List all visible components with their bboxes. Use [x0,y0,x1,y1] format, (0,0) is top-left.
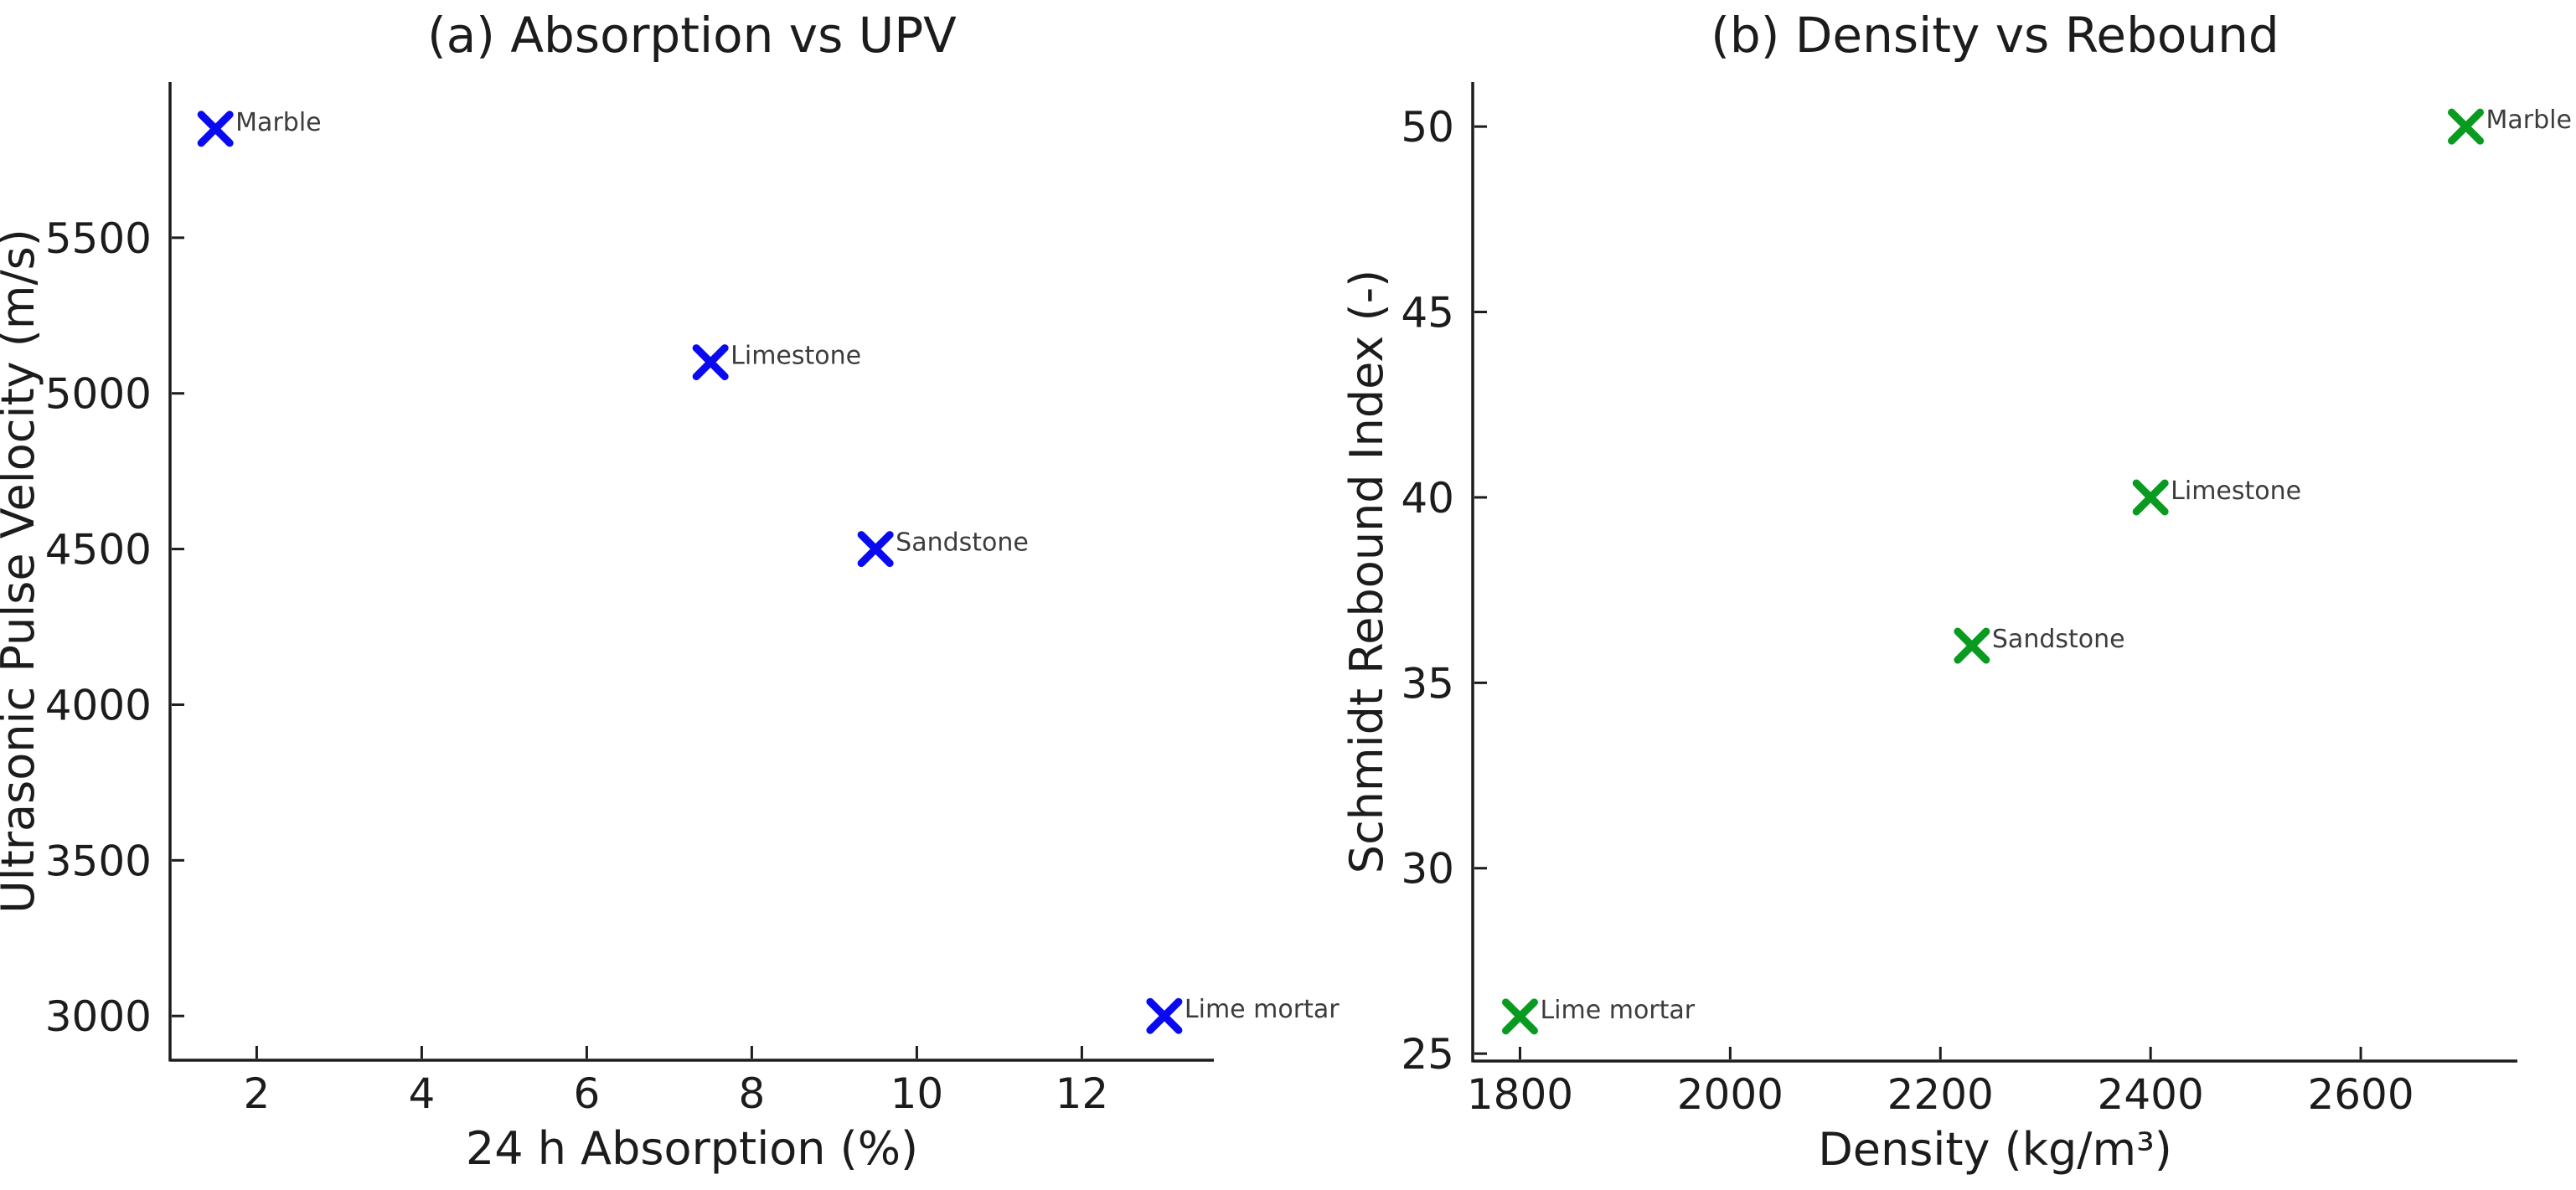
y-tick-label: 45 [1401,289,1454,337]
x-tick-label: 2 [244,1069,271,1118]
x-tick-label: 1800 [1467,1070,1573,1119]
x-axis-label: 24 h Absorption (%) [466,1122,918,1175]
x-tick-label: 4 [409,1069,436,1118]
data-point-marker-lime-mortar [1146,997,1183,1034]
data-point-label-marble: Marble [235,108,321,137]
subplot-a: 2 4 6 8 10 12 3000 3500 4000 4500 5000 5500 (a) Abso… [0,7,1340,1175]
data-point-label-lime-mortar: Lime mortar [1185,995,1340,1024]
x-tick-label: 2200 [1887,1070,1994,1119]
chart-title: (b) Density vs Rebound [1711,7,2279,64]
x-tick-label: 6 [574,1069,601,1118]
y-tick-label: 5500 [45,214,152,263]
data-point-label-lime-mortar: Lime mortar [1540,996,1695,1025]
x-tick-label: 2000 [1677,1070,1784,1119]
data-point-label-limestone: Limestone [730,342,861,371]
x-tick-label: 10 [891,1069,944,1118]
y-tick-label: 40 [1401,474,1454,523]
x-axis-label: Density (kg/m³) [1818,1123,2172,1176]
x-tick-label: 12 [1056,1069,1109,1118]
x-tick-label: 2600 [2307,1070,2413,1119]
y-tick-label: 50 [1401,103,1454,152]
data-point-label-sandstone: Sandstone [896,528,1029,558]
y-tick-label: 30 [1401,845,1454,894]
x-tick-label: 8 [739,1069,766,1118]
data-point-label-limestone: Limestone [2171,477,2301,506]
y-tick-label: 3000 [45,992,152,1041]
y-tick-label: 4000 [45,681,152,729]
chart-title: (a) Absorption vs UPV [427,7,957,64]
y-tick-label: 4500 [45,526,152,574]
y-tick-label: 5000 [45,370,152,419]
data-point-marker-marble [197,111,234,147]
data-point-marker-lime-mortar [1501,998,1538,1035]
y-axis-label: Ultrasonic Pulse Velocity (m/s) [0,229,44,914]
data-point-label-marble: Marble [2486,106,2572,135]
data-point-marker-limestone [2132,479,2169,516]
data-point-marker-limestone [692,344,729,381]
y-tick-label: 35 [1401,659,1454,708]
data-point-marker-marble [2448,108,2485,145]
y-tick-label: 3500 [45,837,152,885]
y-tick-label: 25 [1401,1030,1454,1079]
data-point-label-sandstone: Sandstone [1992,625,2125,654]
data-point-marker-sandstone [857,531,894,568]
subplot-b: 1800 2000 2200 2400 2600 25 30 35 40 45 50 (b) Dens… [1340,7,2572,1176]
data-point-marker-sandstone [1954,627,1990,664]
x-tick-label: 2400 [2098,1070,2204,1119]
y-axis-label: Schmidt Rebound Index (-) [1340,270,1393,873]
